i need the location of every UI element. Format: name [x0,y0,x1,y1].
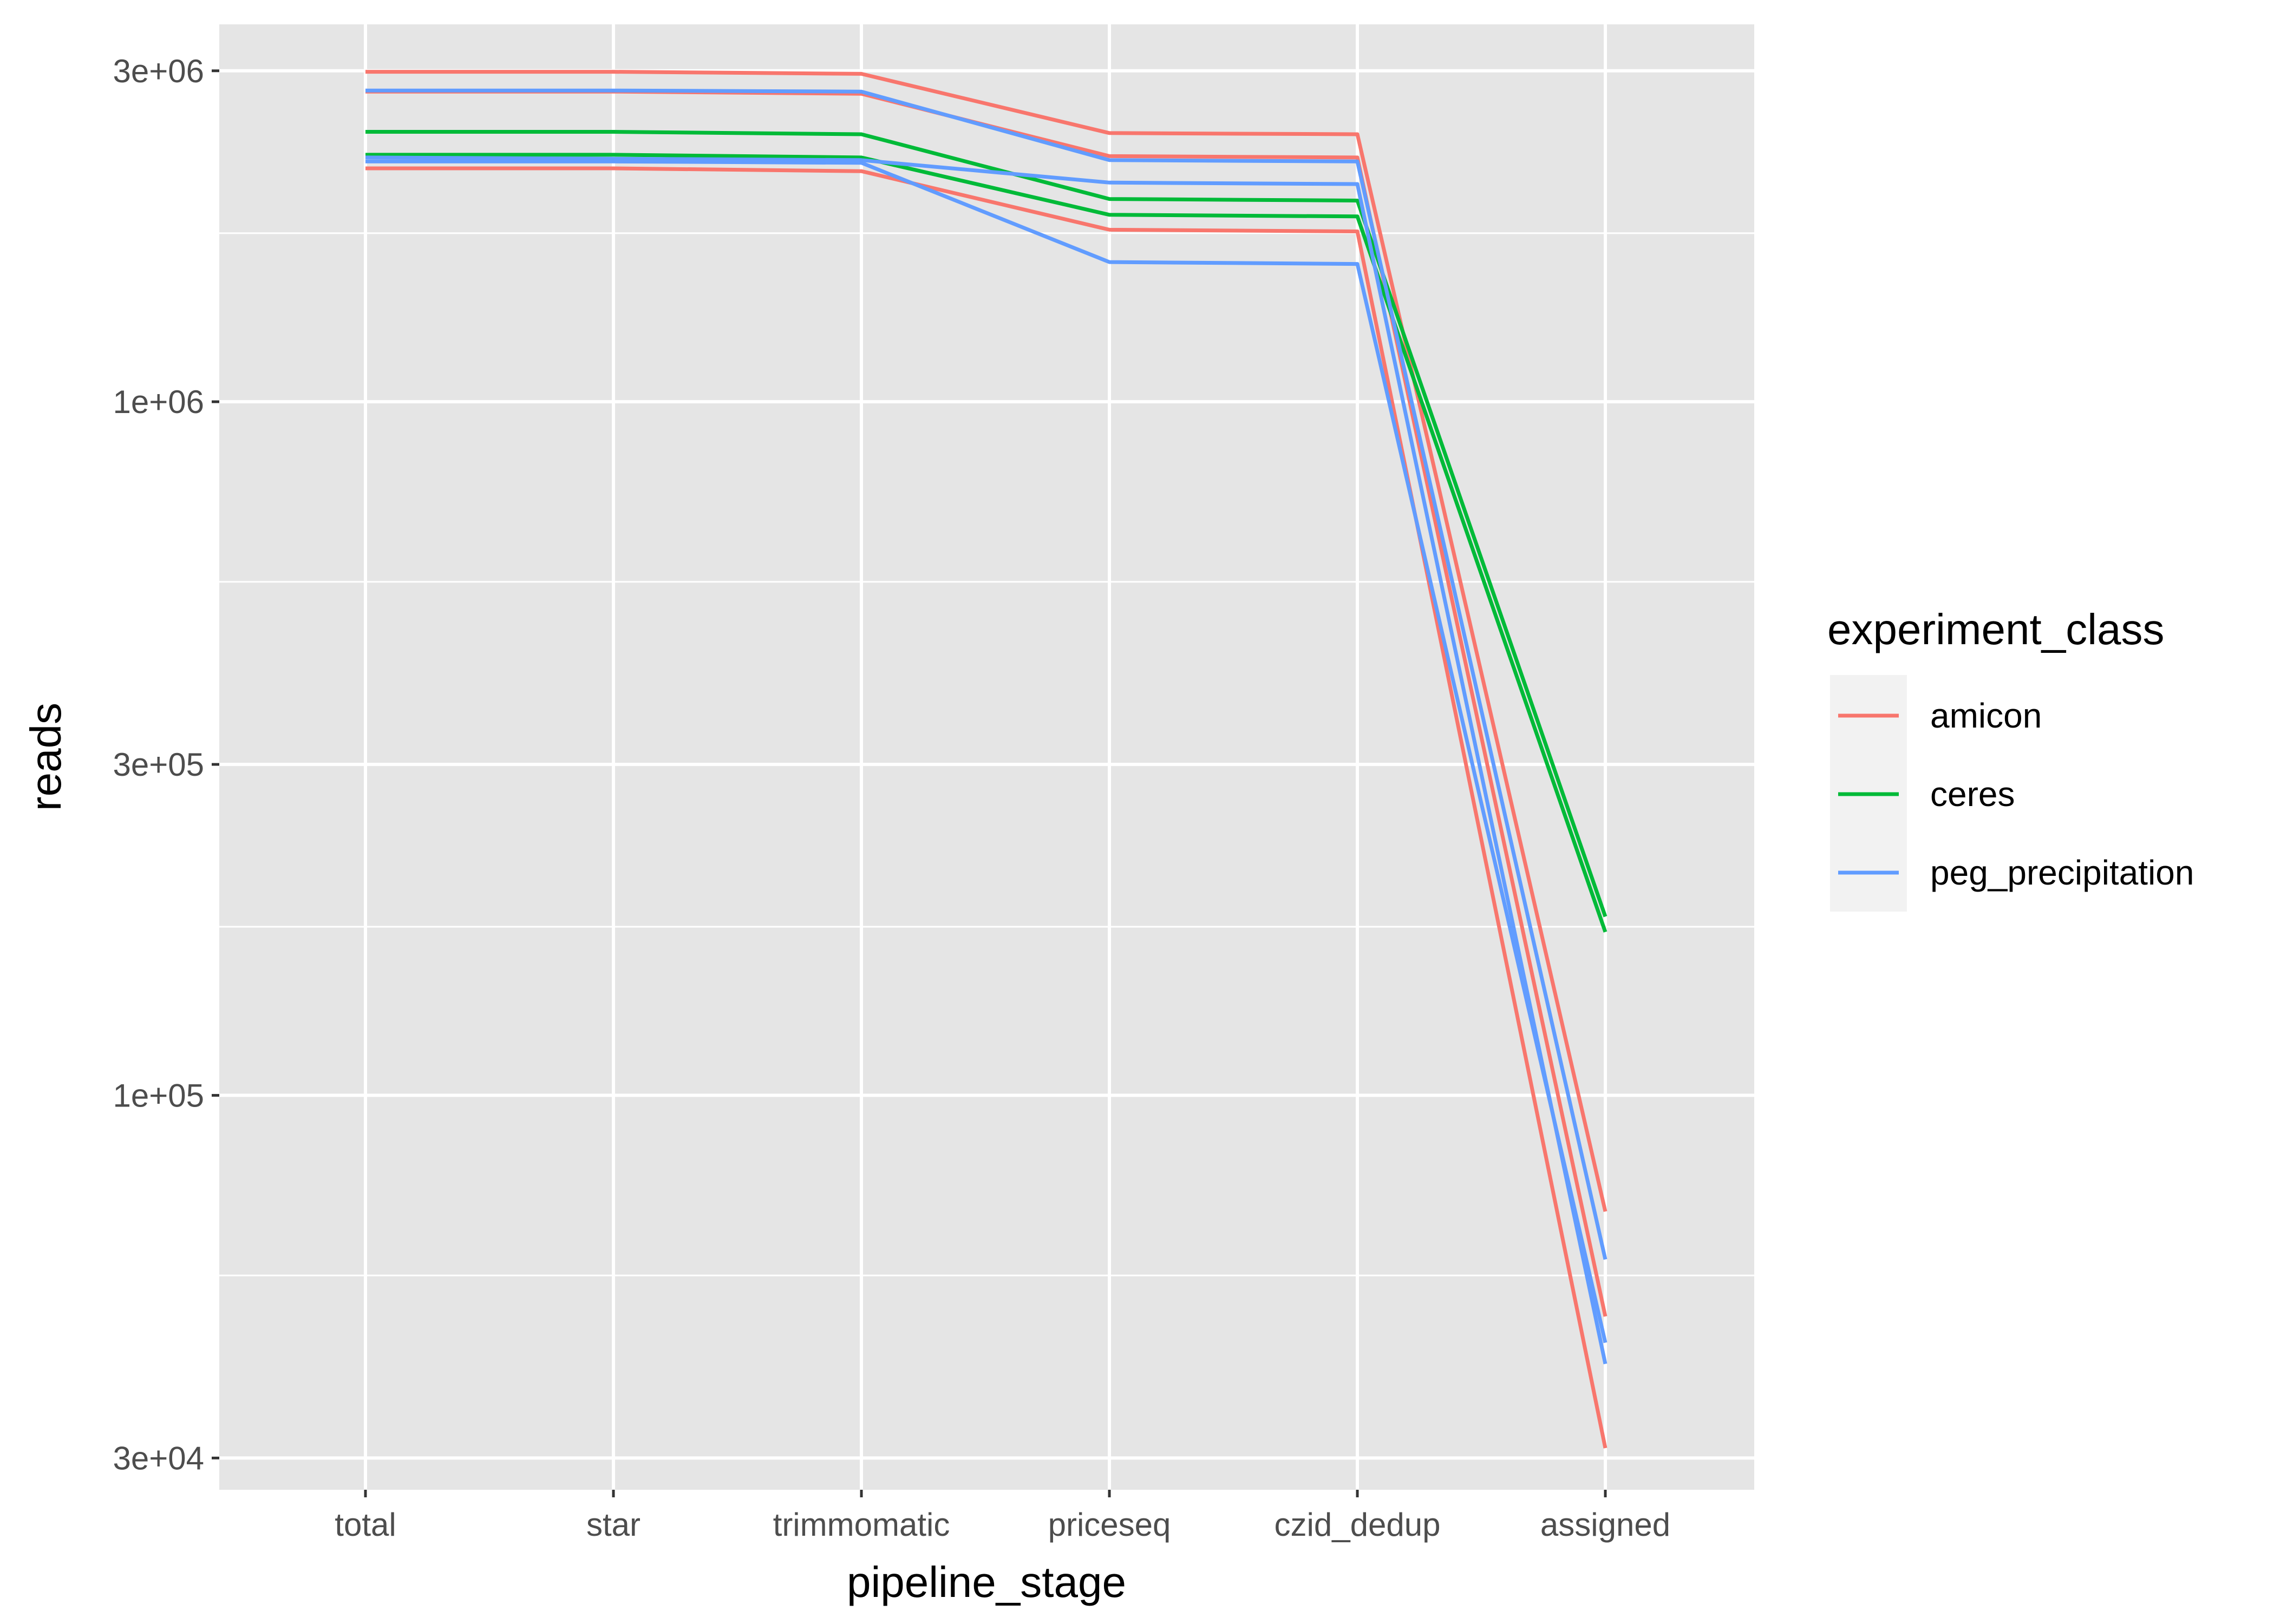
legend-entries: amicon ceres peg_precipitation [1838,696,2194,892]
x-tick-label-star: star [586,1507,641,1543]
legend: experiment_class amicon ceres peg_precipit… [1827,605,2194,912]
y-axis-title: reads [22,703,70,811]
plot-panel [219,24,1754,1490]
y-tick-label: 3e+04 [113,1440,204,1476]
x-tick-label-trimmomatic: trimmomatic [773,1507,950,1543]
series-line-ceres-5 [365,153,1608,933]
legend-label-ceres: ceres [1930,775,2015,814]
series-line-peg_precipitation-6 [365,88,1608,1260]
x-tick-label-czid_dedup: czid_dedup [1275,1507,1441,1543]
series-line-amicon-3 [365,166,1608,1449]
y-tick-label: 1e+05 [113,1077,204,1114]
x-tick-label-assigned: assigned [1540,1507,1670,1543]
major-gridlines [219,24,1754,1490]
legend-title: experiment_class [1827,605,2165,653]
y-tick-label: 3e+05 [113,746,204,783]
series-lines [365,70,1608,1449]
y-tick-label: 1e+06 [113,384,204,420]
series-line-peg_precipitation-7 [365,155,1608,1365]
series-line-amicon-1 [365,70,1608,1212]
x-axis-title: pipeline_stage [847,1558,1126,1606]
y-axis: 3e+04 1e+05 3e+05 1e+06 3e+06 [113,53,219,1476]
legend-label-peg_precipitation: peg_precipitation [1930,853,2194,892]
x-axis: total star trimmomatic priceseq czid_dedup as… [335,1490,1670,1543]
series-line-peg_precipitation-8 [365,159,1608,1344]
legend-label-amicon: amicon [1930,696,2042,735]
x-tick-label-total: total [335,1507,396,1543]
x-tick-label-priceseq: priceseq [1048,1507,1171,1543]
y-tick-label: 3e+06 [113,53,204,89]
series-line-ceres-4 [365,130,1608,918]
